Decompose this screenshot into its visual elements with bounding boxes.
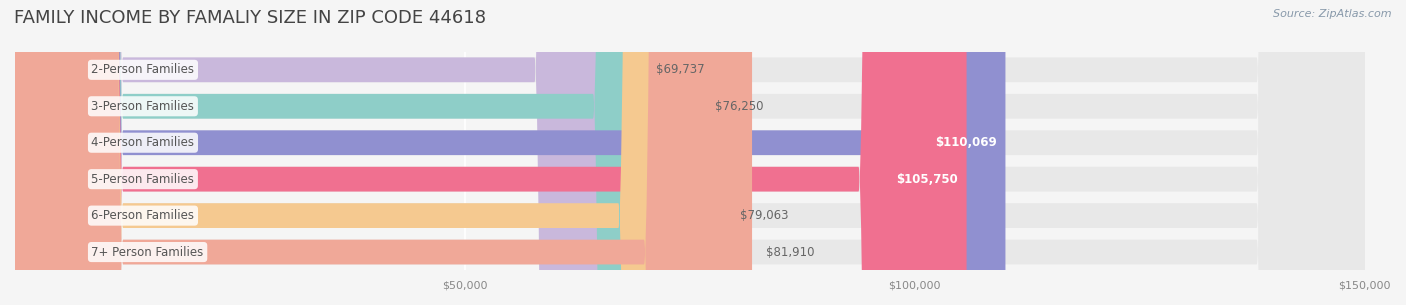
FancyBboxPatch shape <box>15 0 643 305</box>
Text: $76,250: $76,250 <box>714 100 763 113</box>
FancyBboxPatch shape <box>15 0 966 305</box>
FancyBboxPatch shape <box>15 0 1365 305</box>
Text: $105,750: $105,750 <box>896 173 957 186</box>
FancyBboxPatch shape <box>15 0 727 305</box>
Text: $79,063: $79,063 <box>740 209 789 222</box>
FancyBboxPatch shape <box>15 0 1365 305</box>
Text: 4-Person Families: 4-Person Families <box>91 136 194 149</box>
FancyBboxPatch shape <box>15 0 752 305</box>
Text: Source: ZipAtlas.com: Source: ZipAtlas.com <box>1274 9 1392 19</box>
Text: 2-Person Families: 2-Person Families <box>91 63 194 76</box>
Text: 3-Person Families: 3-Person Families <box>91 100 194 113</box>
Text: $110,069: $110,069 <box>935 136 997 149</box>
Text: 5-Person Families: 5-Person Families <box>91 173 194 186</box>
FancyBboxPatch shape <box>15 0 1365 305</box>
Text: FAMILY INCOME BY FAMALIY SIZE IN ZIP CODE 44618: FAMILY INCOME BY FAMALIY SIZE IN ZIP COD… <box>14 9 486 27</box>
FancyBboxPatch shape <box>15 0 1005 305</box>
FancyBboxPatch shape <box>15 0 1365 305</box>
FancyBboxPatch shape <box>15 0 702 305</box>
Text: 6-Person Families: 6-Person Families <box>91 209 194 222</box>
FancyBboxPatch shape <box>15 0 1365 305</box>
FancyBboxPatch shape <box>15 0 1365 305</box>
Text: $69,737: $69,737 <box>657 63 704 76</box>
Text: $81,910: $81,910 <box>765 246 814 259</box>
Text: 7+ Person Families: 7+ Person Families <box>91 246 204 259</box>
